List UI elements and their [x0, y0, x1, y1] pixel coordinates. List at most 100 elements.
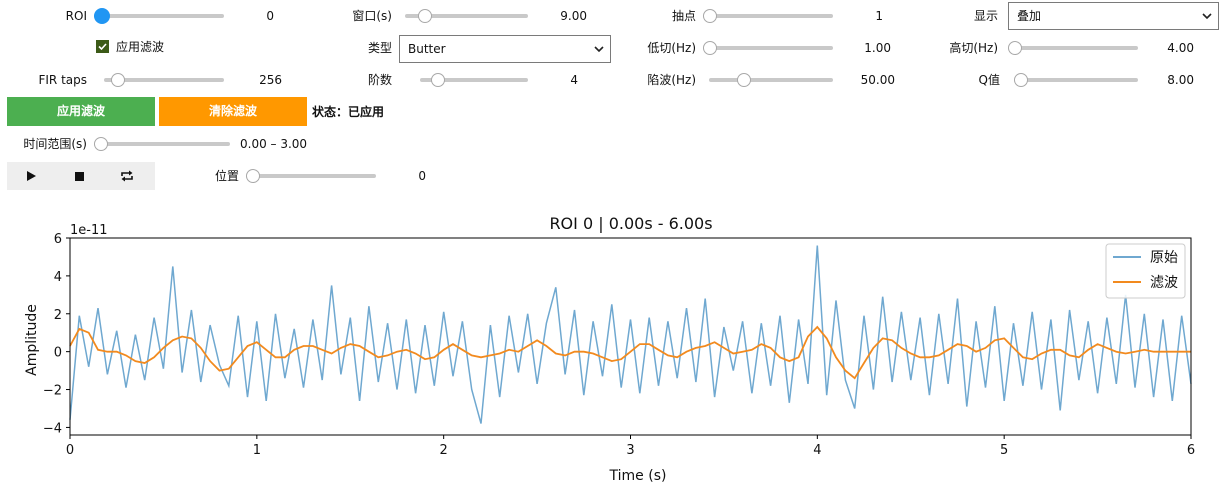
slider-thumb[interactable]	[1008, 41, 1022, 55]
slider-thumb[interactable]	[736, 73, 751, 87]
clear-filter-button[interactable]: 清除滤波	[159, 97, 307, 126]
roi-slider[interactable]	[94, 8, 224, 24]
apply-filter-button[interactable]: 应用滤波	[7, 97, 155, 126]
slider-thumb[interactable]	[431, 73, 446, 87]
order-slider[interactable]	[420, 72, 528, 88]
time-range-value: 0.00 – 3.00	[240, 137, 308, 151]
decimation-slider[interactable]	[703, 8, 833, 24]
media-controls	[7, 162, 155, 190]
y-tick-label: 0	[54, 346, 62, 361]
slider-track	[246, 174, 376, 178]
roi-value: 0	[266, 9, 274, 23]
x-tick-label: 1	[253, 443, 261, 458]
chevron-down-icon	[1202, 13, 1212, 20]
slider-thumb[interactable]	[1014, 73, 1028, 87]
slider-thumb[interactable]	[94, 8, 110, 24]
slider-track	[94, 142, 230, 146]
stop-button[interactable]	[55, 162, 103, 190]
q-slider[interactable]	[1014, 72, 1138, 88]
x-tick-label: 2	[440, 443, 448, 458]
q-label: Q值	[978, 73, 1000, 87]
series-line-raw	[69, 245, 1192, 424]
slider-track	[703, 46, 833, 50]
notch-slider[interactable]	[709, 72, 833, 88]
order-value: 4	[570, 73, 578, 87]
highcut-label: 高切(Hz)	[949, 41, 998, 55]
notch-label: 陷波(Hz)	[647, 73, 696, 87]
x-tick-label: 6	[1187, 443, 1195, 458]
fir-taps-value: 256	[259, 73, 282, 87]
time-range-label: 时间范围(s)	[23, 137, 87, 151]
apply-filter-checkbox-label: 应用滤波	[116, 40, 165, 54]
series-line-filtered	[69, 325, 1191, 380]
lowcut-slider[interactable]	[703, 40, 833, 56]
y-scale-label: 1e-11	[70, 223, 108, 238]
time-range-slider[interactable]	[94, 136, 230, 152]
play-button[interactable]	[7, 162, 55, 190]
slider-thumb[interactable]	[94, 137, 108, 151]
y-tick-label: 4	[54, 270, 62, 285]
x-tick-label: 3	[626, 443, 634, 458]
display-selected: 叠加	[1017, 9, 1042, 23]
lowcut-label: 低切(Hz)	[647, 41, 696, 55]
filter-type-selected: Butter	[408, 42, 446, 56]
loop-icon	[121, 170, 133, 182]
q-value: 8.00	[1167, 73, 1194, 87]
notch-value: 50.00	[860, 73, 895, 87]
x-tick-label: 0	[66, 443, 74, 458]
slider-thumb[interactable]	[703, 9, 717, 23]
slider-thumb[interactable]	[246, 169, 260, 183]
slider-track	[1014, 78, 1138, 82]
window-slider[interactable]	[405, 8, 528, 24]
fir-taps-label: FIR taps	[38, 73, 87, 87]
highcut-value: 4.00	[1167, 41, 1194, 55]
y-tick-label: 6	[54, 232, 62, 247]
display-label: 显示	[973, 9, 998, 23]
filter-type-label: 类型	[367, 41, 392, 55]
status-text: 状态：已应用	[312, 105, 385, 119]
decimation-label: 抽点	[671, 9, 696, 23]
y-axis-label: Amplitude	[24, 304, 40, 376]
lowcut-value: 1.00	[864, 41, 891, 55]
y-tick-label: −4	[43, 421, 62, 436]
apply-filter-checkbox[interactable]	[96, 40, 109, 53]
slider-track	[94, 14, 224, 18]
slider-track	[104, 78, 224, 82]
slider-track	[709, 78, 833, 82]
display-select[interactable]: 叠加	[1008, 2, 1219, 30]
highcut-slider[interactable]	[1008, 40, 1138, 56]
decimation-value: 1	[875, 9, 883, 23]
chevron-down-icon	[594, 46, 604, 53]
plot-frame	[69, 237, 1192, 436]
legend-label: 滤波	[1150, 275, 1178, 291]
roi-label: ROI	[65, 9, 87, 23]
position-slider[interactable]	[246, 168, 376, 184]
x-tick-label: 4	[813, 443, 821, 458]
slider-track	[405, 14, 528, 18]
slider-track	[1008, 46, 1138, 50]
fir-taps-slider[interactable]	[104, 72, 224, 88]
x-axis-label: Time (s)	[609, 468, 667, 484]
x-tick-label: 5	[1000, 443, 1008, 458]
y-tick-label: 2	[54, 308, 62, 323]
window-value: 9.00	[560, 9, 587, 23]
slider-thumb[interactable]	[111, 73, 126, 87]
slider-thumb[interactable]	[703, 41, 717, 55]
y-tick-label: −2	[43, 384, 62, 399]
slider-track	[420, 78, 528, 82]
position-value: 0	[418, 169, 426, 183]
legend-label: 原始	[1150, 250, 1178, 266]
signal-chart: ROI 0 | 0.00s - 6.00s 1e-11 Time (s) Amp…	[24, 214, 1195, 484]
order-label: 阶数	[367, 73, 392, 87]
loop-button[interactable]	[103, 162, 151, 190]
chart-title: ROI 0 | 0.00s - 6.00s	[549, 214, 712, 233]
check-icon	[98, 43, 107, 51]
play-icon	[27, 171, 36, 181]
slider-thumb[interactable]	[418, 9, 433, 23]
slider-track	[703, 14, 833, 18]
stop-icon	[74, 171, 84, 181]
position-label: 位置	[214, 169, 239, 183]
window-label: 窗口(s)	[352, 9, 392, 23]
filter-type-select[interactable]: Butter	[399, 35, 611, 63]
